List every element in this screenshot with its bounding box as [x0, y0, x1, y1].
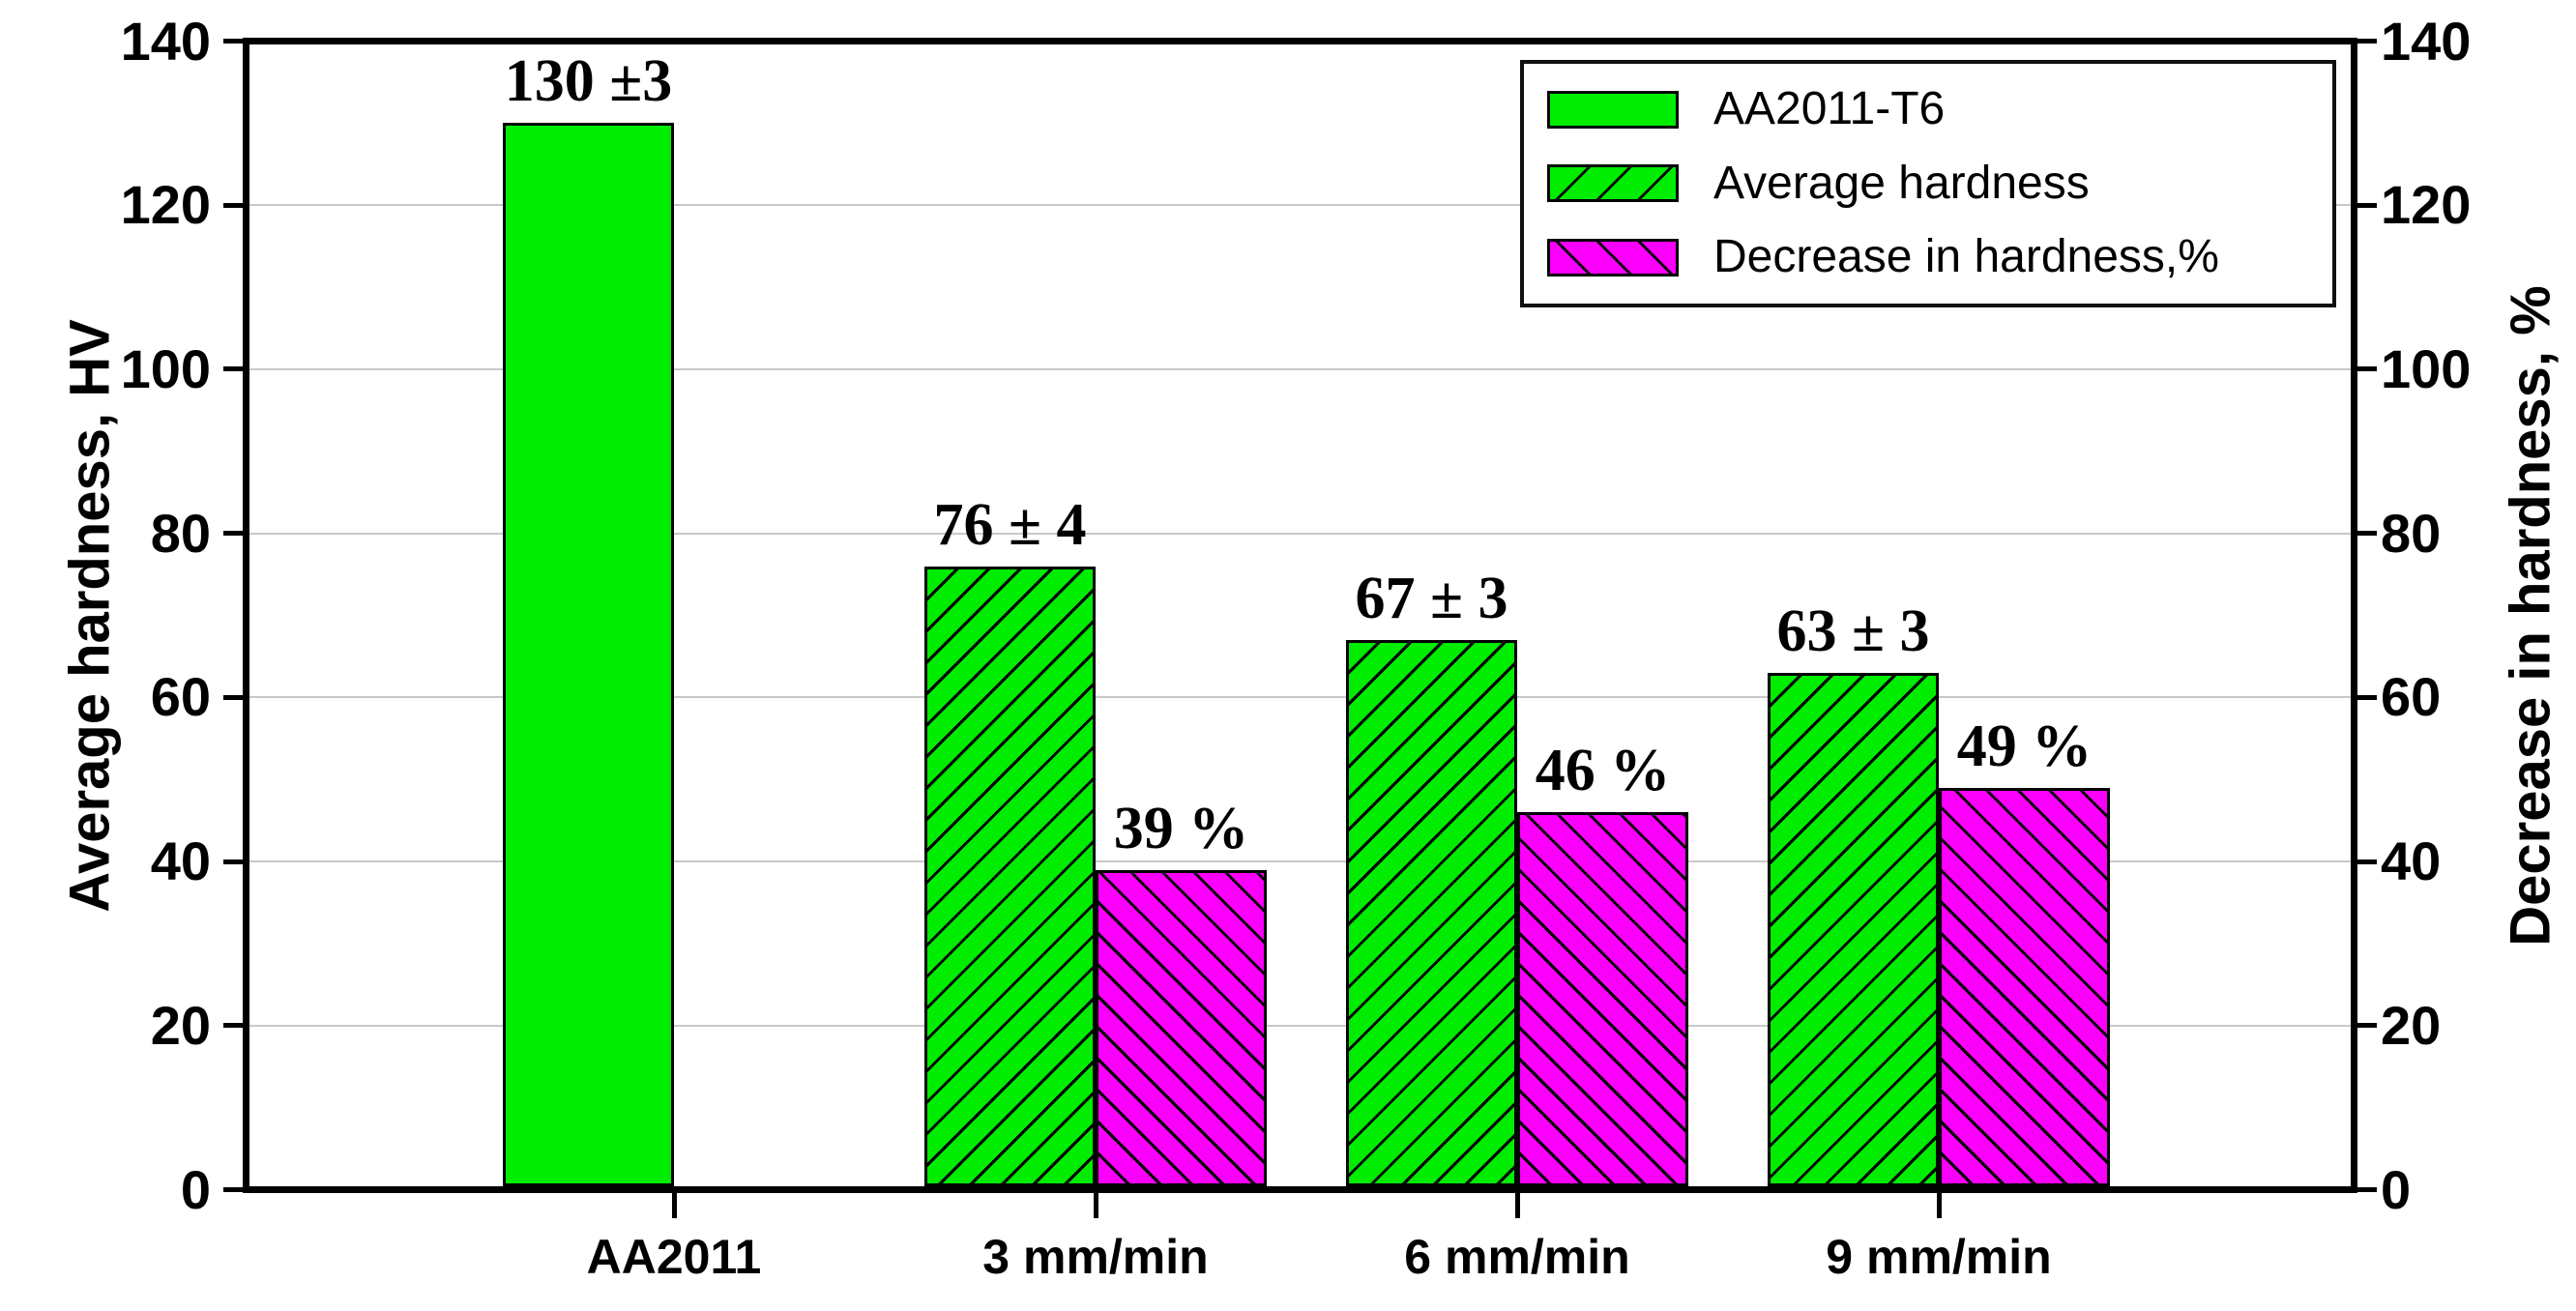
legend: AA2011-T6 Average hardness Decrease in h…: [1520, 60, 2336, 307]
legend-item: Average hardness: [1547, 157, 2332, 210]
y-axis-tick-right: [2357, 1023, 2377, 1029]
y-tick-label-left: 40: [150, 830, 211, 892]
y-axis-tick-right: [2357, 859, 2377, 864]
gridline: [249, 367, 2351, 370]
y-tick-label-left: 20: [150, 994, 211, 1056]
y-tick-label-left: 140: [120, 10, 211, 72]
bar-hatch-green: [924, 566, 1096, 1186]
bar-hatch-green: [1768, 672, 1939, 1186]
y-axis-tick-left: [223, 39, 243, 44]
gridline: [249, 532, 2351, 535]
y-tick-label-right: 20: [2381, 994, 2442, 1056]
x-tick-label: 9 mm/min: [1826, 1230, 2052, 1284]
y-tick-label-left: 0: [180, 1158, 211, 1220]
x-tick-label: AA2011: [586, 1230, 762, 1284]
legend-swatch-solid-green-icon: [1547, 90, 1679, 129]
legend-item: AA2011-T6: [1547, 82, 2332, 135]
legend-label: AA2011-T6: [1713, 82, 1946, 134]
y-tick-label-right: 100: [2381, 337, 2472, 399]
y-tick-label-right: 80: [2381, 502, 2442, 564]
gridline: [249, 1024, 2351, 1027]
x-axis-tick: [1936, 1193, 1942, 1218]
gridline: [249, 860, 2351, 863]
y-axis-tick-left: [223, 366, 243, 372]
x-axis-tick: [671, 1193, 677, 1218]
y-axis-tick-left: [223, 1187, 243, 1192]
y-tick-label-left: 60: [150, 666, 211, 728]
bar-value-label: 76 ± 4: [933, 491, 1087, 558]
legend-swatch-hatch-green-icon: [1547, 164, 1679, 203]
bar-value-label: 46 %: [1535, 738, 1671, 804]
bar-value-label: 49 %: [1956, 713, 2093, 779]
y-tick-label-right: 60: [2381, 666, 2442, 728]
y-axis-tick-left: [223, 1023, 243, 1029]
bar-hatch-magenta: [1939, 787, 2110, 1186]
y-axis-tick-left: [223, 859, 243, 864]
legend-swatch-hatch-magenta-icon: [1547, 239, 1679, 277]
y-tick-label-right: 140: [2381, 10, 2472, 72]
y-axis-tick-right: [2357, 39, 2377, 44]
y-axis-tick-left: [223, 694, 243, 700]
gridline: [249, 204, 2351, 207]
x-axis-tick: [1514, 1193, 1520, 1218]
y-axis-tick-right: [2357, 531, 2377, 537]
y-axis-tick-right: [2357, 1187, 2377, 1192]
right-axis-title: Decrease in hardness, %: [2499, 284, 2562, 947]
y-tick-label-right: 120: [2381, 174, 2472, 236]
x-axis-tick: [1093, 1193, 1098, 1218]
y-axis-tick-right: [2357, 694, 2377, 700]
bar-value-label: 39 %: [1113, 795, 1249, 861]
y-tick-label-left: 100: [120, 337, 211, 399]
y-axis-tick-right: [2357, 202, 2377, 208]
x-tick-label: 3 mm/min: [982, 1230, 1209, 1284]
y-tick-label-right: 40: [2381, 830, 2442, 892]
x-tick-label: 6 mm/min: [1404, 1230, 1630, 1284]
y-tick-label-left: 120: [120, 174, 211, 236]
bar-value-label: 130 ±3: [504, 48, 673, 115]
bar-value-label: 67 ± 3: [1355, 565, 1508, 631]
left-axis-title: Average hardness, HV: [58, 318, 122, 913]
legend-item: Decrease in hardness,%: [1547, 232, 2332, 283]
legend-label: Average hardness: [1713, 157, 2090, 209]
legend-label: Decrease in hardness,%: [1713, 231, 2219, 283]
y-axis-tick-left: [223, 202, 243, 208]
bar-hatch-magenta: [1096, 869, 1267, 1186]
bar-solid-green: [503, 123, 674, 1186]
y-axis-tick-right: [2357, 366, 2377, 372]
gridline: [249, 696, 2351, 699]
y-tick-label-left: 80: [150, 502, 211, 564]
bar-hatch-green: [1346, 639, 1517, 1186]
bar-hatch-magenta: [1517, 812, 1688, 1186]
y-axis-tick-left: [223, 531, 243, 537]
bar-value-label: 63 ± 3: [1776, 597, 1930, 664]
y-tick-label-right: 0: [2381, 1158, 2412, 1220]
